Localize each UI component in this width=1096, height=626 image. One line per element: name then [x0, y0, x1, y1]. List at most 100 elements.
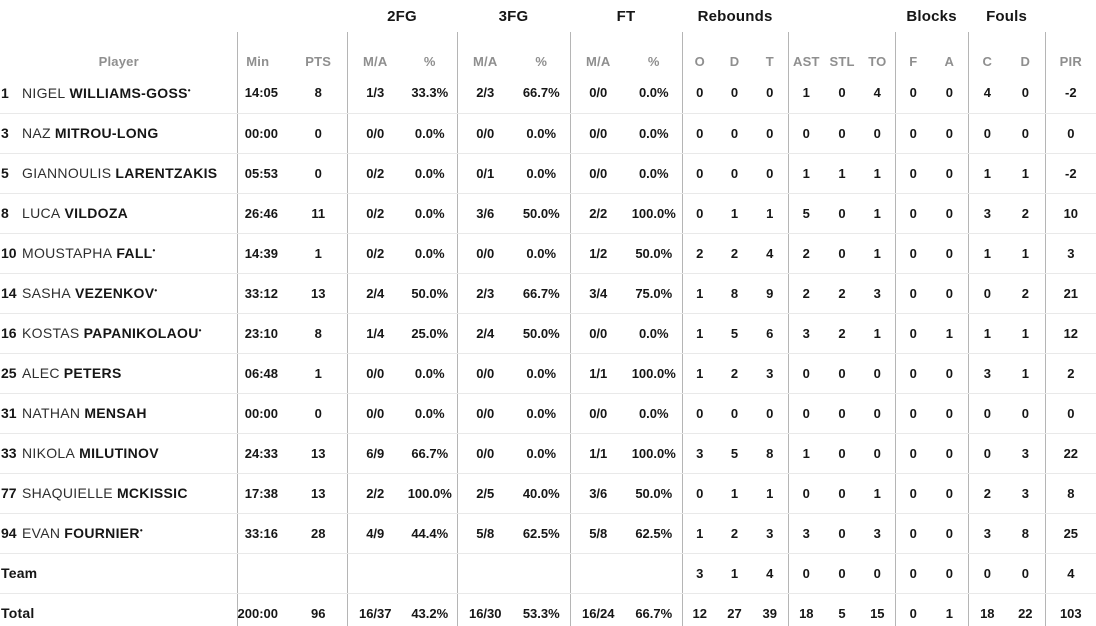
player-first-name: EVAN	[22, 525, 61, 541]
cell-3fg-ma: 3/6	[456, 193, 513, 234]
cell-ft-pct: 0.0%	[626, 113, 683, 154]
cell-2fg-ma: 2/4	[346, 273, 403, 314]
player-cell[interactable]: 94 EVAN FOURNIER•	[0, 513, 237, 554]
cell-stl: 0	[824, 393, 861, 434]
starter-mark: •	[152, 246, 156, 255]
cell-ast: 0	[787, 473, 825, 514]
cell-blk-f: 0	[894, 513, 932, 554]
player-cell[interactable]: 8 LUCA VILDOZA	[0, 193, 237, 234]
cell-foul-d: 2	[1006, 193, 1046, 234]
cell-stl: 5	[838, 605, 846, 621]
cell-foul-c: 4	[967, 73, 1007, 114]
cell-foul-d: 3	[1006, 433, 1046, 474]
player-last-name: LARENTZAKIS	[115, 165, 218, 181]
col-header-foul-d: D	[1020, 54, 1031, 69]
starter-mark: •	[187, 85, 191, 95]
player-cell[interactable]: Team	[0, 553, 237, 594]
cell-pir: 10	[1044, 193, 1096, 234]
player-number: 94	[1, 525, 17, 541]
player-cell[interactable]: 31 NATHAN MENSAH	[0, 393, 237, 434]
cell-ft-ma: 1/1	[569, 353, 626, 394]
cell-ft-ma: 0/0	[569, 113, 626, 154]
cell-min: 00:00	[236, 393, 290, 434]
cell-ast: 0	[787, 393, 825, 434]
player-number: 77	[1, 485, 17, 501]
cell-reb-d: 0	[717, 393, 753, 434]
cell-blk-f: 0	[894, 393, 932, 434]
cell-ast: 1	[787, 73, 825, 114]
cell-stl: 0	[824, 553, 861, 594]
cell-3fg-ma: 0/0	[456, 393, 513, 434]
col-header-blk-a: A	[944, 54, 955, 69]
table-row: Team 3 1 4 0 0 0 0 0 0 0 4	[0, 553, 1096, 594]
cell-blk-a: 0	[931, 233, 969, 274]
cell-foul-d: 8	[1006, 513, 1046, 554]
cell-2fg-pct: 43.2%	[411, 605, 449, 621]
col-header-pts: PTS	[305, 54, 332, 69]
cell-ast: 0	[787, 353, 825, 394]
cell-3fg-pct: 0.0%	[513, 433, 570, 474]
player-cell[interactable]: 1 NIGEL WILLIAMS-GOSS•	[0, 73, 237, 114]
cell-reb-d: 1	[717, 193, 753, 234]
cell-3fg-pct: 0.0%	[513, 233, 570, 274]
cell-3fg-pct: 50.0%	[513, 313, 570, 354]
cell-foul-c: 2	[967, 473, 1007, 514]
cell-ast: 5	[787, 193, 825, 234]
cell-reb-o: 1	[681, 273, 718, 314]
cell-pts: 0	[290, 153, 347, 194]
player-cell[interactable]: 77 SHAQUIELLE MCKISSIC	[0, 473, 237, 514]
table-row: 10 MOUSTAPHA FALL• 14:39 1 0/2 0.0% 0/0 0.…	[0, 233, 1096, 274]
cell-reb-t: 3	[752, 353, 789, 394]
cell-blk-a: 1	[945, 605, 953, 621]
col-header-blk-f: F	[894, 32, 932, 73]
cell-2fg-pct: 0.0%	[403, 153, 457, 194]
cell-pts: 8	[290, 73, 347, 114]
cell-2fg-ma	[346, 553, 403, 594]
cell-min	[236, 553, 290, 594]
cell-3fg-pct: 66.7%	[513, 73, 570, 114]
player-number: 5	[1, 165, 9, 181]
player-cell[interactable]: 33 NIKOLA MILUTINOV	[0, 433, 237, 474]
cell-pir: 4	[1044, 553, 1096, 594]
table-row: 16 KOSTAS PAPANIKOLAOU• 23:10 8 1/4 25.0% …	[0, 313, 1096, 354]
player-cell[interactable]: 3 NAZ MITROU-LONG	[0, 113, 237, 154]
cell-pts: 0	[290, 393, 347, 434]
player-cell[interactable]: 14 SASHA VEZENKOV•	[0, 273, 237, 314]
cell-reb-o: 0	[681, 113, 718, 154]
player-cell[interactable]: 16 KOSTAS PAPANIKOLAOU•	[0, 313, 237, 354]
cell-3fg-ma: 2/3	[456, 73, 513, 114]
cell-to: 1	[860, 193, 896, 234]
col-header-ft-ma: M/A	[569, 32, 626, 73]
cell-ft-ma: 3/6	[569, 473, 626, 514]
cell-stl: 2	[824, 313, 861, 354]
table-row: 77 SHAQUIELLE MCKISSIC 17:38 13 2/2 100.0%…	[0, 473, 1096, 514]
player-first-name: NIKOLA	[22, 445, 76, 461]
col-header-foul-c: C	[967, 32, 1007, 73]
player-cell[interactable]: 25 ALEC PETERS	[0, 353, 237, 394]
player-cell[interactable]: Total	[0, 593, 237, 626]
cell-pir: 0	[1044, 113, 1096, 154]
col-header-reb-d: D	[729, 54, 740, 69]
cell-reb-d: 1	[717, 553, 753, 594]
player-cell[interactable]: 10 MOUSTAPHA FALL•	[0, 233, 237, 274]
cell-min: 23:10	[236, 313, 290, 354]
cell-to: 0	[860, 553, 896, 594]
player-cell[interactable]: 5 GIANNOULIS LARENTZAKIS	[0, 153, 237, 194]
cell-reb-d: 5	[717, 313, 753, 354]
cell-foul-d: 0	[1006, 73, 1046, 114]
cell-pts: 13	[290, 473, 347, 514]
cell-reb-t: 3	[752, 513, 789, 554]
cell-2fg-pct: 0.0%	[403, 393, 457, 434]
cell-blk-f: 0	[894, 73, 932, 114]
cell-blk-a: 0	[931, 393, 969, 434]
player-first-name: LUCA	[22, 205, 61, 221]
table-row: 14 SASHA VEZENKOV• 33:12 13 2/4 50.0% 2/3 …	[0, 273, 1096, 314]
group-header-ft: FT	[616, 7, 636, 25]
cell-reb-d: 27	[727, 605, 742, 621]
player-last-name: PAPANIKOLAOU	[83, 325, 199, 341]
cell-stl: 0	[824, 473, 861, 514]
player-last-name: WILLIAMS-GOSS	[69, 84, 188, 101]
player-last-name: FALL	[116, 245, 153, 261]
player-number: 16	[1, 325, 17, 341]
